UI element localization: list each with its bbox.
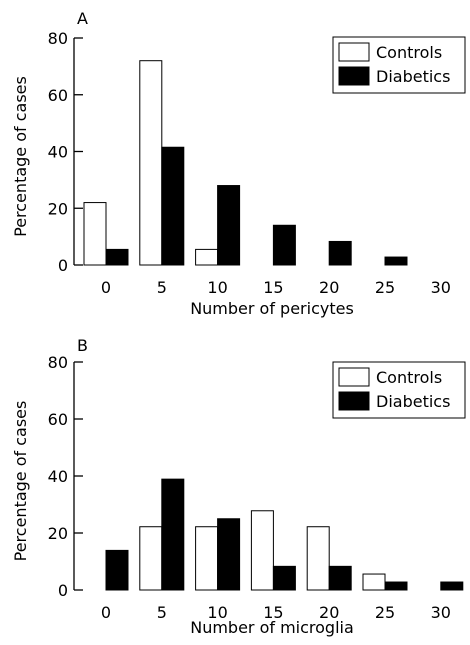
- x-tick-label: 0: [101, 603, 111, 622]
- legend-label: Diabetics: [376, 67, 450, 86]
- diabetics-bar: [440, 581, 464, 591]
- diabetics-bar: [105, 549, 129, 591]
- x-tick-label: 15: [263, 603, 283, 622]
- legend-swatch: [338, 367, 370, 387]
- x-tick-label: 25: [375, 278, 395, 297]
- legend-label: Controls: [376, 43, 442, 62]
- x-axis-label: Number of microglia: [190, 618, 354, 637]
- y-tick-label: 0: [58, 256, 68, 275]
- diabetics-bar: [161, 478, 185, 591]
- x-tick-label: 15: [263, 278, 283, 297]
- diabetics-bar: [384, 581, 408, 591]
- diabetics-bar: [217, 518, 241, 591]
- controls-bar: [250, 510, 274, 591]
- x-tick-label: 0: [101, 278, 111, 297]
- controls-bar: [139, 526, 163, 591]
- x-tick-label: 20: [319, 278, 339, 297]
- diabetics-bar: [328, 565, 352, 591]
- diabetics-bar: [272, 565, 296, 591]
- x-tick-label: 10: [207, 603, 227, 622]
- y-axis-label: Percentage of cases: [11, 401, 30, 562]
- diabetics-bar: [328, 240, 352, 266]
- y-tick-label: 20: [48, 524, 68, 543]
- diabetics-bar: [384, 256, 408, 266]
- diabetics-bar: [272, 224, 296, 266]
- y-tick-label: 80: [48, 29, 68, 48]
- x-tick-label: 10: [207, 278, 227, 297]
- panel-label: A: [77, 9, 88, 28]
- x-axis-label: Number of pericytes: [190, 299, 354, 318]
- controls-bar: [306, 526, 330, 591]
- legend-swatch: [338, 66, 370, 86]
- y-tick-label: 40: [48, 143, 68, 162]
- x-tick-label: 5: [157, 278, 167, 297]
- controls-bar: [195, 248, 219, 266]
- legend-label: Controls: [376, 368, 442, 387]
- y-tick-label: 60: [48, 86, 68, 105]
- x-tick-label: 20: [319, 603, 339, 622]
- y-tick-label: 0: [58, 581, 68, 600]
- diabetics-bar: [217, 185, 241, 266]
- legend-swatch: [338, 42, 370, 62]
- controls-bar: [362, 573, 386, 591]
- x-tick-label: 30: [431, 603, 451, 622]
- panel-label: B: [77, 336, 88, 355]
- x-tick-label: 25: [375, 603, 395, 622]
- y-tick-label: 20: [48, 199, 68, 218]
- controls-bar: [139, 60, 163, 266]
- x-tick-label: 30: [431, 278, 451, 297]
- controls-bar: [83, 202, 107, 266]
- y-tick-label: 40: [48, 467, 68, 486]
- y-axis-label: Percentage of cases: [11, 76, 30, 237]
- legend-swatch: [338, 391, 370, 411]
- diabetics-bar: [105, 248, 129, 266]
- legend-label: Diabetics: [376, 392, 450, 411]
- y-tick-label: 80: [48, 353, 68, 372]
- diabetics-bar: [161, 146, 185, 266]
- controls-bar: [195, 526, 219, 591]
- x-tick-label: 5: [157, 603, 167, 622]
- y-tick-label: 60: [48, 410, 68, 429]
